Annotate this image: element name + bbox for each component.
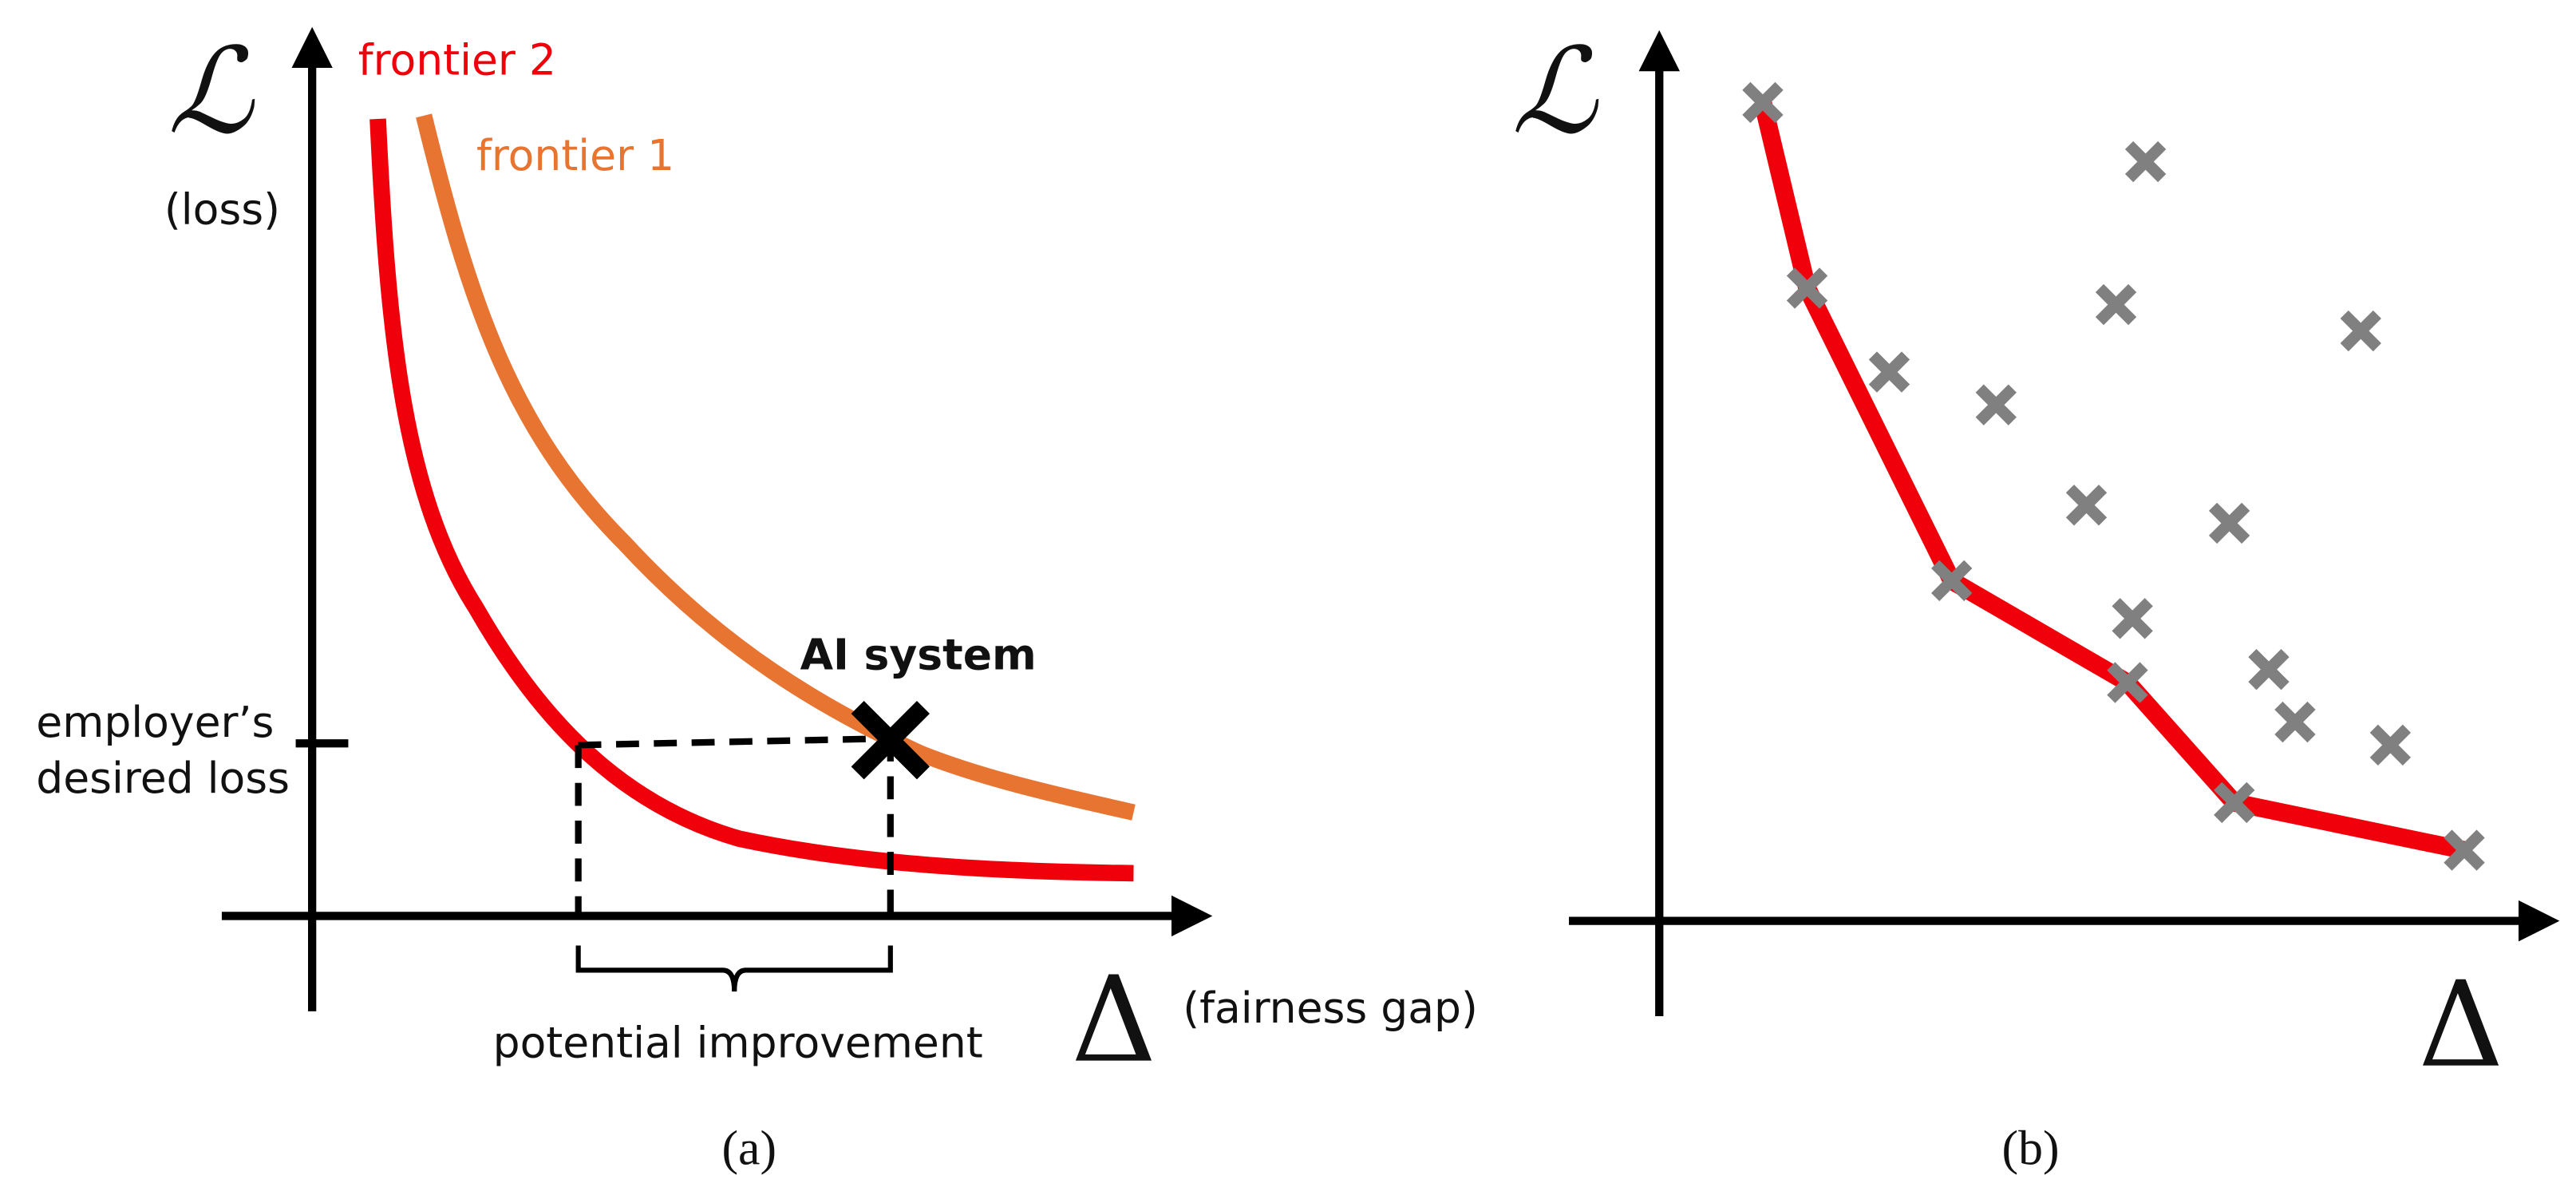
y-symbol: ℒ <box>168 22 255 160</box>
scatter-marker <box>1931 560 1973 602</box>
scatter-marker <box>1975 384 2017 425</box>
ai-system-label: AI system <box>800 630 1037 680</box>
scatter-marker <box>2214 781 2255 824</box>
panel-b: ℒ Δ (b) <box>1511 22 2560 1175</box>
improvement-label: potential improvement <box>493 1017 983 1067</box>
frontier-1-label: frontier 1 <box>476 130 674 180</box>
scatter-marker <box>2065 485 2108 526</box>
scatter-marker <box>2107 662 2148 703</box>
improvement-dashes <box>575 734 894 916</box>
panel-a: frontier 2 frontier 1 ℒ (loss) AI system… <box>36 22 1478 1175</box>
caption: (a) <box>721 1121 776 1175</box>
scatter-marker <box>2274 701 2316 743</box>
y-symbol: ℒ <box>1511 22 1599 160</box>
desired-loss-label: desired loss <box>36 753 290 803</box>
scatter-marker <box>2208 502 2250 544</box>
scatter-marker <box>2248 648 2290 690</box>
desired-loss-label: employer’s <box>36 697 274 747</box>
scatter-marker <box>2112 598 2153 639</box>
y-label: (loss) <box>164 184 280 235</box>
scatter-marker <box>2340 310 2381 352</box>
caption: (b) <box>2002 1121 2060 1175</box>
scatter-marker <box>2095 283 2137 326</box>
scatter-marker <box>1786 267 1828 309</box>
ai-system-marker <box>851 700 930 780</box>
frontier-2-label: frontier 2 <box>358 34 556 85</box>
x-symbol: Δ <box>2418 956 2503 1094</box>
scatter-marker <box>1742 81 1784 124</box>
scatter-marker <box>1868 351 1910 393</box>
frontier-line <box>1753 100 2467 860</box>
frontier-2-curve <box>369 118 1134 882</box>
x-symbol: Δ <box>1071 951 1156 1089</box>
scatter-marker <box>2369 724 2412 766</box>
x-label: (fairness gap) <box>1183 983 1478 1033</box>
improvement-brace <box>575 945 893 992</box>
frontier-1-curve <box>416 113 1136 821</box>
scatter-marker <box>2124 140 2167 183</box>
scatter-marker <box>2444 829 2485 871</box>
